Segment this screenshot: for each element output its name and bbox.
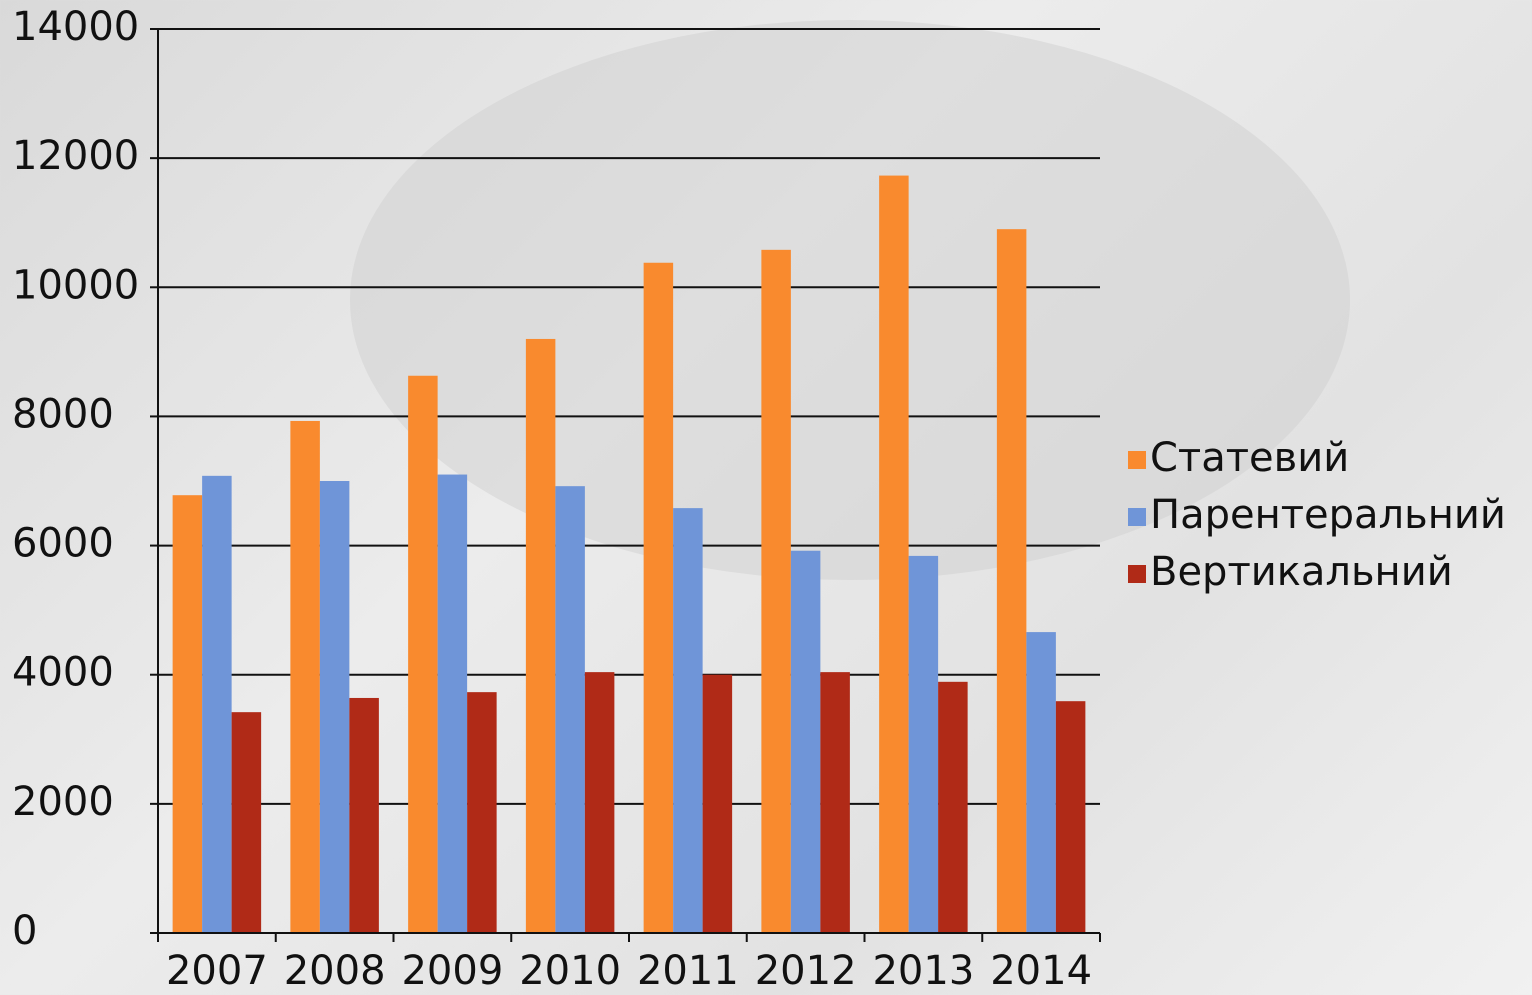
y-tick-label: 0 <box>12 908 37 954</box>
y-tick-label: 2000 <box>12 779 114 825</box>
bar <box>584 672 615 933</box>
x-tick-label: 2009 <box>401 948 503 994</box>
legend-swatch <box>1128 451 1146 469</box>
x-tick-label: 2012 <box>755 948 857 994</box>
bar <box>1026 632 1056 933</box>
bar <box>349 697 379 933</box>
legend-swatch <box>1128 565 1146 583</box>
bar <box>172 495 203 933</box>
bar <box>673 508 703 933</box>
x-tick-label: 2010 <box>519 948 621 994</box>
bar <box>231 712 262 933</box>
bar <box>790 550 821 933</box>
y-tick-label: 12000 <box>12 133 139 179</box>
legend-label: Статевий <box>1150 435 1349 481</box>
bar <box>555 486 585 933</box>
bar <box>319 481 350 933</box>
legend-label: Вертикальний <box>1150 549 1453 595</box>
bar <box>290 420 320 933</box>
bar <box>467 692 497 933</box>
bar <box>820 672 850 933</box>
x-tick-label: 2007 <box>166 948 268 994</box>
y-tick-label: 14000 <box>12 4 139 50</box>
bar <box>643 262 674 934</box>
legend-label: Парентеральний <box>1150 492 1506 538</box>
y-tick-label: 4000 <box>12 650 114 696</box>
bar <box>1055 701 1086 933</box>
y-tick-label: 8000 <box>12 391 114 437</box>
y-tick-label: 6000 <box>12 521 114 567</box>
bar <box>761 249 791 933</box>
bar <box>202 475 232 933</box>
background-shape <box>350 20 1350 580</box>
bar <box>938 681 968 933</box>
x-tick-label: 2011 <box>637 948 739 994</box>
bar <box>879 175 909 933</box>
bar <box>996 229 1027 933</box>
bar <box>908 555 939 933</box>
bar <box>702 674 733 933</box>
bar <box>408 375 438 934</box>
bar <box>525 338 556 933</box>
x-tick-label: 2008 <box>284 948 386 994</box>
y-tick-label: 10000 <box>12 262 139 308</box>
bar <box>437 474 468 933</box>
x-tick-label: 2013 <box>872 948 974 994</box>
legend-swatch <box>1128 508 1146 526</box>
x-tick-label: 2014 <box>990 948 1092 994</box>
